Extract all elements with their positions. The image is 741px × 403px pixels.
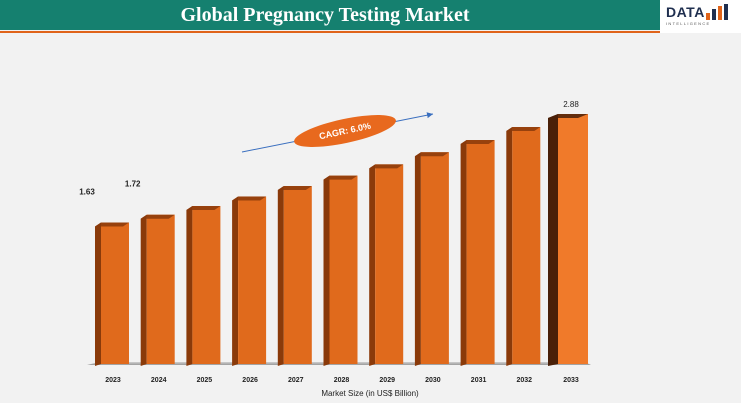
x-tick-2023: 2023 bbox=[105, 377, 121, 384]
x-tick-2028: 2028 bbox=[334, 377, 350, 384]
x-tick-2024: 2024 bbox=[151, 377, 167, 384]
title-underline bbox=[0, 31, 660, 33]
x-tick-2025: 2025 bbox=[197, 377, 213, 384]
x-tick-2033: 2033 bbox=[563, 377, 579, 384]
bar-2024 bbox=[140, 214, 175, 366]
bar-front bbox=[420, 152, 449, 364]
bar-side bbox=[506, 127, 513, 366]
bar-2029 bbox=[369, 164, 404, 366]
bar-top bbox=[140, 214, 175, 219]
cagr-badge bbox=[294, 115, 396, 147]
bar-side bbox=[140, 214, 147, 366]
bar-side bbox=[95, 222, 101, 366]
brand-logo: DATA INTELLIGENCE bbox=[660, 0, 741, 33]
bar-front bbox=[512, 127, 541, 364]
bar-front bbox=[192, 206, 221, 364]
bar-side bbox=[548, 114, 558, 366]
bar-side bbox=[186, 206, 193, 366]
bar-side bbox=[277, 186, 284, 366]
bar-2026 bbox=[232, 196, 267, 366]
data-label-2033: 2.88 bbox=[563, 100, 579, 109]
x-tick-2029: 2029 bbox=[379, 377, 395, 384]
bar-top bbox=[277, 186, 312, 191]
bar-2023 bbox=[95, 222, 129, 366]
x-tick-2027: 2027 bbox=[288, 377, 304, 384]
bar-top bbox=[232, 196, 267, 201]
bar-side bbox=[323, 175, 330, 366]
bar-top bbox=[186, 206, 221, 211]
bar-front bbox=[283, 186, 312, 364]
page-title: Global Pregnancy Testing Market bbox=[180, 4, 470, 26]
bar-front bbox=[466, 140, 495, 364]
bar-2033 bbox=[548, 114, 588, 366]
bar-front bbox=[238, 196, 267, 364]
bar-front bbox=[329, 175, 358, 364]
logo-text: DATA bbox=[666, 4, 705, 20]
bar-2032 bbox=[506, 127, 541, 366]
bar-side bbox=[460, 140, 467, 366]
bar-top bbox=[369, 164, 404, 169]
bar-top bbox=[548, 114, 588, 118]
bar-side bbox=[369, 164, 376, 366]
logo-subtext: INTELLIGENCE bbox=[666, 21, 711, 26]
x-tick-2032: 2032 bbox=[517, 377, 533, 384]
x-tick-2031: 2031 bbox=[471, 377, 487, 384]
bar-top bbox=[414, 152, 449, 157]
x-axis-title: Market Size (in US$ Billion) bbox=[321, 389, 419, 398]
data-label-2024: 1.72 bbox=[125, 180, 141, 189]
bar-front bbox=[558, 114, 588, 364]
bar-2030 bbox=[414, 152, 449, 366]
bar-front bbox=[375, 164, 404, 364]
logo-bars-icon bbox=[706, 4, 728, 20]
bars bbox=[95, 114, 588, 366]
title-banner: Global Pregnancy Testing Market bbox=[0, 0, 660, 30]
data-labels: 1.63 1.72 2.88 bbox=[79, 100, 579, 197]
x-tick-2026: 2026 bbox=[242, 377, 258, 384]
bar-chart: 2023 2024 2025 2026 2027 2028 2029 2030 2031 2032… bbox=[79, 100, 591, 398]
x-axis-ticks: 2023 2024 2025 2026 2027 2028 2029 2030 2031 2032… bbox=[105, 377, 579, 384]
bar-top bbox=[506, 127, 541, 132]
x-tick-2030: 2030 bbox=[425, 377, 441, 384]
bar-front bbox=[101, 222, 129, 364]
bar-2028 bbox=[323, 175, 358, 366]
bar-side bbox=[414, 152, 421, 366]
bar-2031 bbox=[460, 140, 495, 366]
chart: 2023 2024 2025 2026 2027 2028 2029 2030 2031 2032… bbox=[0, 40, 741, 403]
bar-top bbox=[95, 222, 129, 227]
bar-side bbox=[232, 196, 239, 366]
bar-top bbox=[460, 140, 495, 145]
bar-top bbox=[323, 175, 358, 180]
bar-2025 bbox=[186, 206, 221, 366]
bar-front bbox=[146, 214, 175, 364]
data-label-2023: 1.63 bbox=[79, 188, 95, 197]
bar-2027 bbox=[277, 186, 312, 366]
